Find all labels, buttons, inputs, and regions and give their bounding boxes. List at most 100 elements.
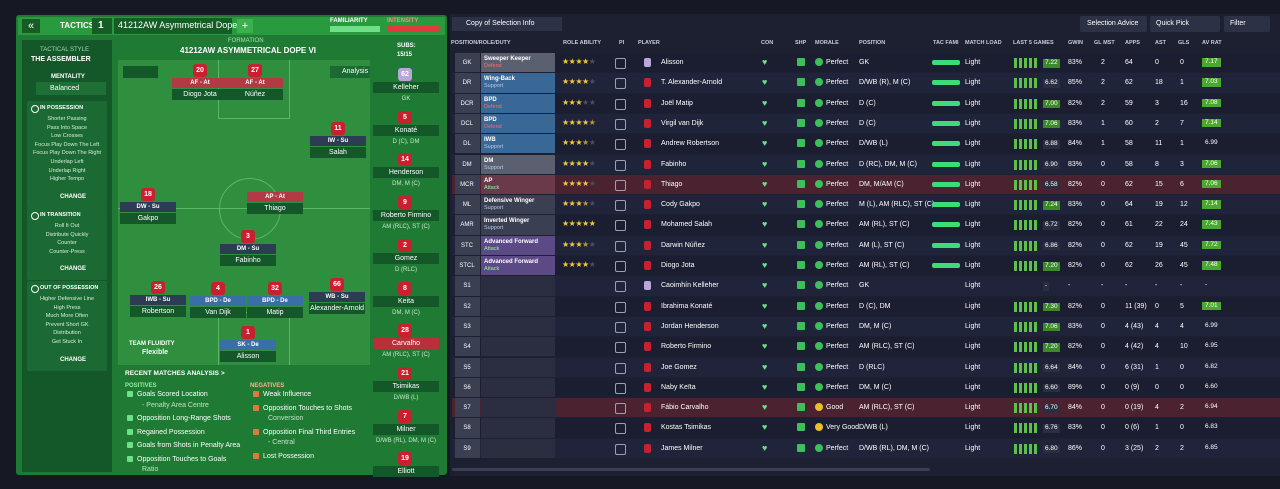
player-name[interactable]: Joe Gomez — [661, 363, 697, 371]
goals: 45 — [1180, 241, 1188, 249]
table-row[interactable] — [452, 113, 1280, 134]
star: ★ — [568, 260, 576, 269]
player-name[interactable]: Joël Matip — [661, 99, 693, 107]
sub-chip[interactable] — [373, 295, 439, 307]
sub-chip[interactable] — [373, 252, 439, 264]
table-row[interactable] — [452, 195, 1280, 215]
table-row[interactable] — [452, 215, 1280, 235]
advice-button[interactable] — [1080, 16, 1147, 32]
position-cell — [455, 418, 480, 438]
player-name[interactable]: T. Alexander-Arnold — [661, 79, 723, 87]
change-button[interactable]: CHANGE — [60, 266, 87, 273]
quick-pick-button[interactable] — [1150, 16, 1220, 32]
player-name[interactable]: Fábio Carvalho — [661, 404, 709, 412]
table-row[interactable] — [452, 418, 1280, 438]
form-bar — [1024, 98, 1027, 109]
name-chip[interactable] — [310, 147, 366, 158]
player-name[interactable]: Roberto Firmino — [661, 343, 712, 351]
name-chip[interactable] — [227, 89, 283, 100]
player-name[interactable]: James Milner — [661, 444, 703, 452]
name-chip[interactable] — [247, 307, 303, 318]
name-chip[interactable] — [247, 203, 303, 214]
player-name[interactable]: Diogo Jota — [661, 262, 695, 269]
sub-chip[interactable] — [373, 210, 439, 222]
name-chip[interactable] — [120, 213, 176, 224]
table-row[interactable] — [452, 337, 1280, 357]
player-name[interactable]: Mohamed Salah — [661, 221, 712, 229]
shirt — [398, 409, 412, 423]
morale: Perfect — [826, 322, 849, 330]
player-name[interactable]: Caoimhín Kelleher — [661, 282, 719, 290]
tactical-style-value: THE ASSEMBLER — [31, 56, 91, 63]
player-shirt — [644, 301, 651, 311]
add-button[interactable]: + — [237, 19, 253, 33]
player-name[interactable]: Naby Keïta — [661, 383, 696, 391]
filter-button[interactable] — [1224, 16, 1270, 32]
collapse-button[interactable]: « — [22, 19, 40, 33]
player-name[interactable]: Kostas Tsimikas — [661, 424, 712, 432]
appearances: 64 — [1125, 201, 1133, 209]
name-chip[interactable] — [172, 89, 228, 100]
table-row[interactable] — [452, 398, 1280, 418]
player-name[interactable]: Fabinho — [661, 160, 687, 168]
player-name[interactable]: Alisson — [661, 59, 684, 66]
name-chip[interactable] — [130, 306, 186, 317]
star: ★ — [582, 178, 589, 188]
table-row[interactable] — [452, 154, 1280, 174]
sub-name: Roberto Firmino — [380, 212, 432, 220]
sub-chip[interactable] — [373, 380, 439, 392]
name-chip[interactable] — [309, 303, 365, 314]
assists: 4 — [1155, 343, 1159, 351]
player-name[interactable]: Ibrahima Konaté — [661, 302, 713, 310]
copy-button[interactable] — [452, 17, 562, 31]
table-row[interactable] — [452, 357, 1280, 377]
table-row[interactable] — [452, 316, 1280, 337]
pi-icon — [615, 159, 626, 171]
player-name[interactable]: Darwin Núñez — [661, 241, 705, 249]
sub-chip[interactable] — [373, 466, 439, 478]
player-name[interactable]: Cody Gakpo — [661, 201, 700, 209]
tactic-select[interactable] — [114, 18, 232, 34]
sub-chip[interactable] — [373, 124, 439, 136]
sub-chip[interactable] — [373, 82, 439, 93]
table-row[interactable] — [452, 256, 1280, 276]
star: ★ — [568, 178, 576, 188]
sub-chip[interactable] — [373, 167, 439, 179]
form-bar — [1019, 342, 1022, 353]
role-name: Wing-Back — [484, 76, 515, 83]
table-row[interactable] — [452, 377, 1280, 398]
role-chip — [309, 292, 365, 302]
name-chip[interactable] — [220, 255, 276, 266]
table-row[interactable] — [452, 53, 1280, 73]
name-chip[interactable] — [220, 351, 276, 362]
sub-number: 21 — [401, 369, 409, 377]
table-row[interactable] — [452, 438, 1280, 458]
player-name: Van Dijk — [205, 309, 231, 316]
games-won: 86% — [1068, 444, 1083, 452]
analysis-button[interactable] — [330, 66, 370, 78]
player-name[interactable]: Virgil van Dijk — [661, 119, 704, 127]
form-bar — [1034, 98, 1037, 109]
instruction: Low Crosses — [51, 133, 83, 140]
sub-chip[interactable] — [373, 338, 439, 350]
name-chip[interactable] — [190, 307, 246, 318]
role-duty: Attack — [484, 184, 500, 191]
table-row[interactable] — [452, 73, 1280, 93]
table-row[interactable] — [452, 235, 1280, 255]
player-name[interactable]: Andrew Robertson — [661, 140, 719, 148]
table-row[interactable] — [452, 174, 1280, 195]
form-average: 7.00 — [1043, 99, 1060, 109]
form-bar — [1024, 301, 1027, 312]
change-button[interactable]: CHANGE — [60, 193, 87, 200]
player-role: DM - Su — [236, 246, 260, 252]
player-name[interactable]: Jordan Henderson — [661, 322, 719, 330]
table-row[interactable] — [452, 134, 1280, 154]
analysis-title: RECENT MATCHES ANALYSIS > — [125, 370, 225, 377]
table-row[interactable] — [452, 296, 1280, 316]
table-row[interactable] — [452, 276, 1280, 296]
sub-chip[interactable] — [373, 423, 439, 435]
player-name[interactable]: Thiago — [661, 180, 683, 188]
mentality-select[interactable] — [36, 82, 106, 95]
change-button[interactable]: CHANGE — [60, 356, 87, 363]
table-row[interactable] — [452, 93, 1280, 113]
